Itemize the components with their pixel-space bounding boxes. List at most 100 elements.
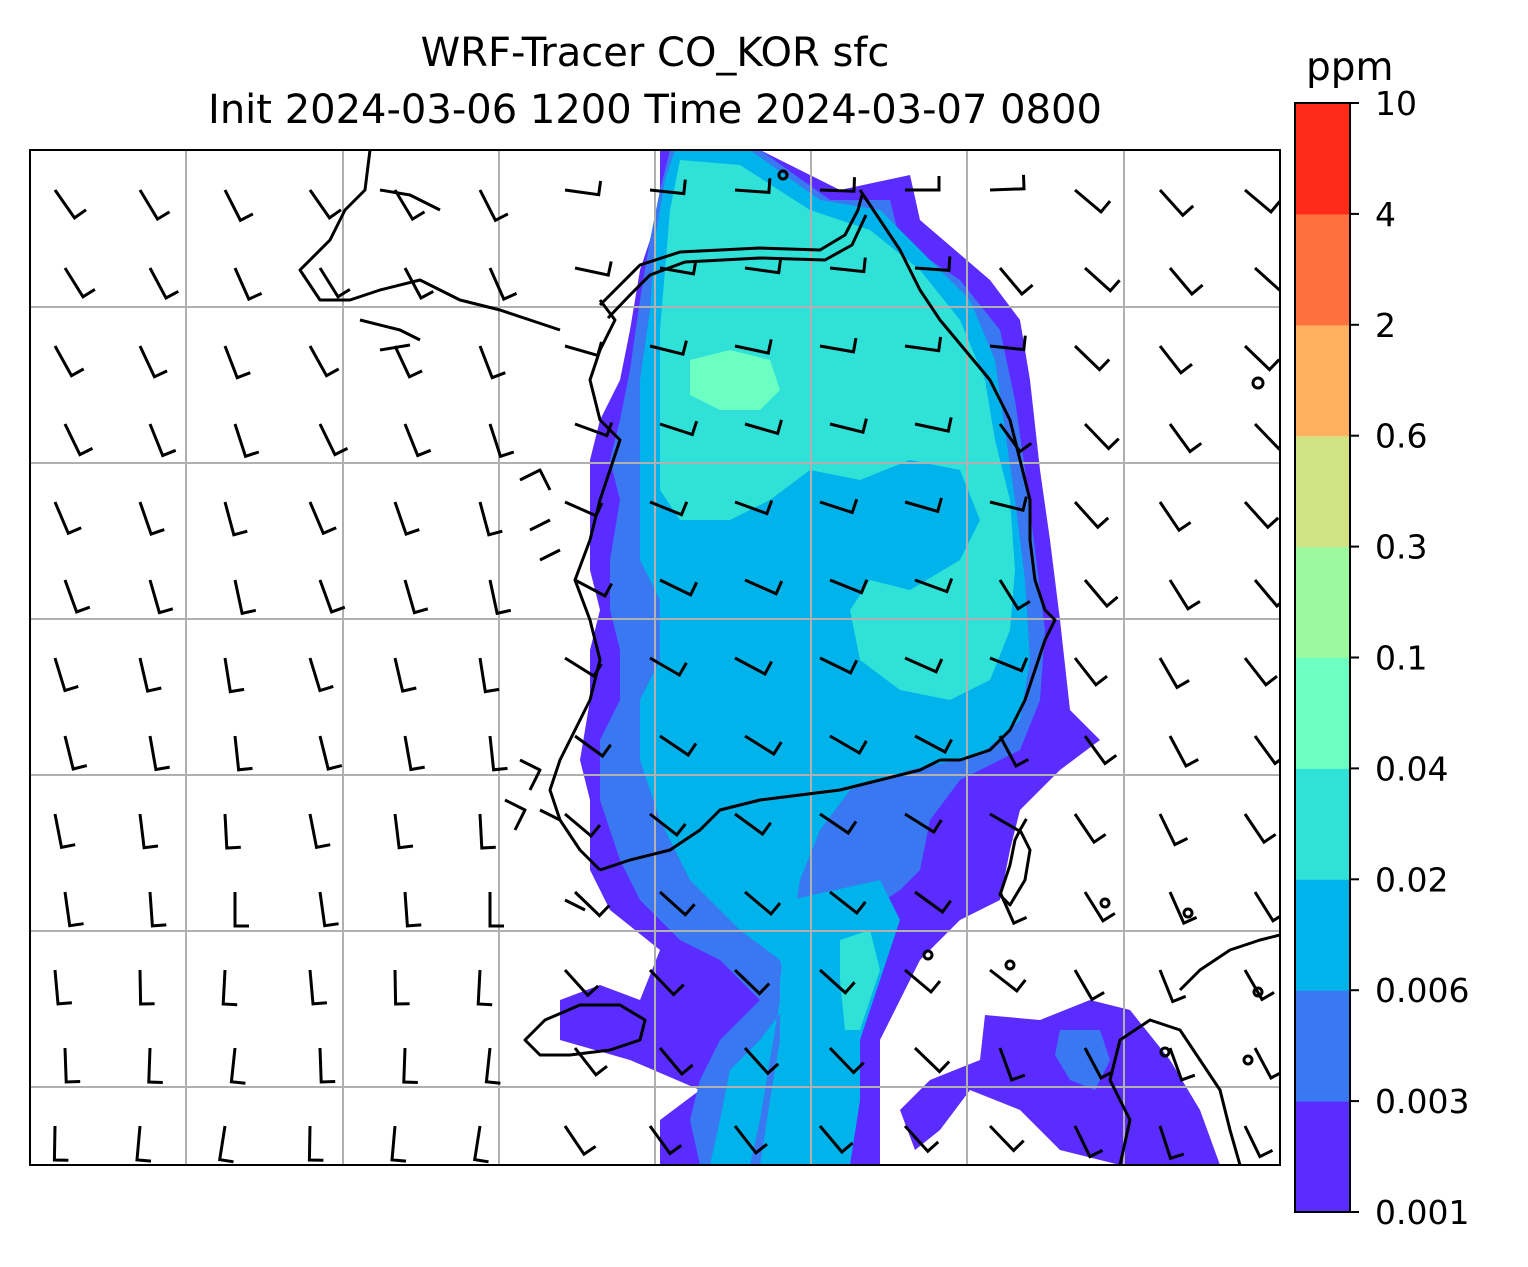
wind-barb <box>402 1047 418 1084</box>
wind-barb <box>744 734 783 757</box>
coastline-jeju <box>523 1003 647 1057</box>
wind-barb <box>818 968 856 995</box>
wind-barb <box>52 1125 69 1162</box>
wind-barb <box>828 1046 865 1075</box>
wind-barb <box>905 176 941 192</box>
wind-barb <box>63 579 91 614</box>
wind-barb <box>308 657 334 693</box>
wind-barb <box>478 345 506 380</box>
wind-barb <box>733 968 771 996</box>
wind-barb <box>904 497 943 514</box>
wind-barb <box>403 735 425 772</box>
colorbar-segment <box>1295 879 1350 991</box>
wind-barb <box>393 657 417 693</box>
colorbar-tick-label: 0.6 <box>1375 417 1427 456</box>
coastline-korea-sw-islands <box>504 758 586 912</box>
wind-barb <box>148 735 170 772</box>
wind-barb <box>63 267 96 299</box>
wind-barb <box>138 501 165 537</box>
wind-barb <box>1253 422 1280 451</box>
wind-barb <box>819 812 858 836</box>
wind-barb <box>472 1125 489 1164</box>
wind-barb <box>1083 422 1120 451</box>
colorbar-tick-label: 0.3 <box>1375 528 1427 567</box>
wind-barb <box>403 423 432 458</box>
wind-barb <box>478 189 509 223</box>
wind-barb <box>913 1046 951 1074</box>
wind-barb <box>998 579 1031 611</box>
wind-barb <box>53 501 82 536</box>
wind-barb <box>1168 735 1200 769</box>
wind-barb <box>63 1047 81 1084</box>
wind-barb <box>63 735 88 771</box>
wind-barb <box>998 267 1034 297</box>
wind-barb <box>488 267 518 302</box>
wind-barb <box>223 345 251 380</box>
wind-barb <box>478 657 500 694</box>
wind-barb <box>1244 188 1280 215</box>
wind-barb <box>998 423 1033 454</box>
wind-barb <box>914 256 952 273</box>
wind-barb <box>563 968 600 998</box>
wind-barb <box>904 968 942 995</box>
wind-barb <box>819 498 859 515</box>
wind-barb <box>998 1047 1026 1082</box>
wind-barb <box>148 423 177 458</box>
wind-barb <box>989 656 1029 673</box>
colorbar-segment <box>1295 435 1350 548</box>
wind-barb <box>744 258 783 275</box>
wind-barb <box>138 813 159 850</box>
wind-barb <box>223 189 254 223</box>
wind-barb <box>914 734 953 755</box>
colorbar-segment <box>1295 768 1350 880</box>
wind-barb <box>1083 579 1119 609</box>
wind-barb <box>390 1125 407 1163</box>
wind-barb <box>1243 344 1280 372</box>
wind-barb <box>1253 579 1280 609</box>
wind-barb <box>989 812 1028 834</box>
conc-level-0.04 <box>690 350 780 410</box>
wind-barb <box>1243 969 1275 1002</box>
wind-barb <box>649 340 688 357</box>
wind-barb <box>1073 657 1108 687</box>
wind-barb <box>138 345 168 379</box>
conc-level-0.02 <box>660 160 1015 700</box>
wind-barb <box>1073 813 1107 845</box>
wind-barb <box>819 337 858 354</box>
wind-barb <box>393 969 410 1006</box>
wind-barb <box>53 969 73 1006</box>
coastline-north-border <box>598 194 864 307</box>
wind-barb <box>989 174 1026 192</box>
wind-barb <box>478 501 503 537</box>
wind-barb <box>308 813 331 850</box>
colorbar-segment <box>1295 990 1350 1102</box>
conc-level-blob-se-2 <box>1055 1030 1110 1090</box>
wind-barb <box>476 969 493 1007</box>
wind-barb <box>829 257 867 274</box>
wind-barb <box>649 812 687 838</box>
wind-barb <box>1253 266 1280 293</box>
wind-barb <box>659 259 698 276</box>
wind-barb <box>829 734 868 756</box>
wind-barb <box>147 1047 163 1084</box>
wind-barb <box>403 267 435 301</box>
colorbar-tick-label: 10 <box>1375 84 1417 123</box>
wind-barb <box>989 496 1028 513</box>
colorbar-segment <box>1295 546 1350 658</box>
wind-barb <box>1083 1047 1115 1081</box>
wind-barb <box>564 656 603 679</box>
colorbar-unit: ppm <box>1306 45 1394 90</box>
wind-barb <box>318 267 351 299</box>
wind-barb <box>734 812 772 837</box>
coastline-north-border-2 <box>606 214 868 320</box>
wind-barb <box>233 267 263 302</box>
wind-barb <box>308 969 328 1006</box>
wind-barb <box>308 345 340 378</box>
wind-barb <box>564 180 603 197</box>
wind-barb <box>53 813 76 850</box>
conc-level-blob-se <box>900 1000 1220 1165</box>
colorbar-segment <box>1295 1101 1350 1213</box>
wind-barb <box>829 578 869 595</box>
wind-barb <box>734 499 774 516</box>
wind-barb <box>221 969 238 1007</box>
